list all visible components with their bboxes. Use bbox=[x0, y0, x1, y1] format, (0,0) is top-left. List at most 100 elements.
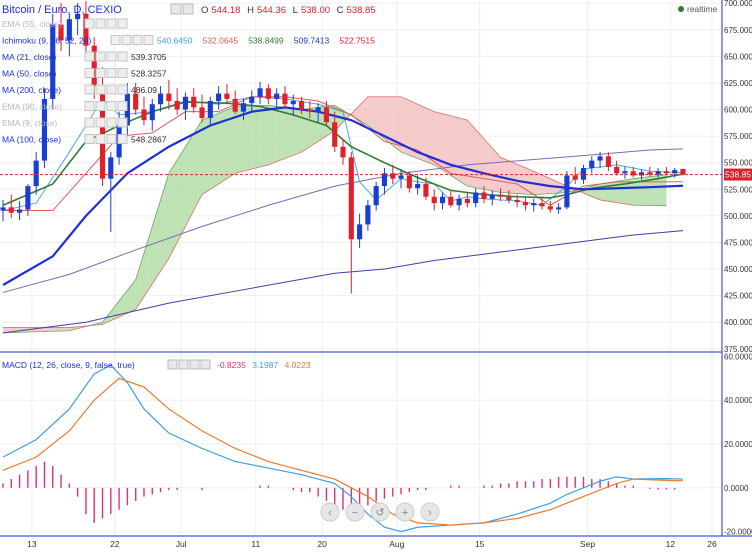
candle bbox=[489, 190, 495, 206]
close-icon[interactable] bbox=[106, 117, 117, 128]
kumo-segment bbox=[641, 177, 646, 206]
settings-icon[interactable] bbox=[95, 101, 106, 111]
indicator-legend-item[interactable]: MA (21, close) 539.3705 bbox=[2, 51, 167, 62]
settings-icon[interactable] bbox=[95, 84, 106, 95]
settings-icon[interactable] bbox=[95, 18, 106, 29]
more-icon[interactable] bbox=[143, 35, 154, 45]
kumo-segment bbox=[421, 106, 426, 162]
chevron-left-icon: ‹ bbox=[328, 507, 332, 519]
close-icon[interactable] bbox=[106, 134, 117, 144]
indicator-legend-item[interactable]: MA (100, close) 548.2867 bbox=[2, 134, 167, 145]
settings-icon[interactable] bbox=[121, 35, 132, 45]
kumo-segment bbox=[372, 96, 377, 133]
more-icon[interactable] bbox=[117, 51, 128, 62]
kumo-segment bbox=[612, 181, 617, 203]
kumo-segment bbox=[600, 183, 605, 201]
more-icon[interactable] bbox=[200, 359, 211, 370]
macd-pane[interactable] bbox=[0, 355, 722, 533]
indicator-legend-item[interactable]: EMA (9, close) bbox=[2, 117, 128, 128]
close-icon[interactable] bbox=[132, 35, 143, 45]
eye-icon[interactable] bbox=[84, 68, 95, 78]
realtime-label: realtime bbox=[687, 4, 718, 14]
more-icon[interactable] bbox=[117, 84, 128, 95]
kumo-segment bbox=[177, 153, 182, 243]
macd-tick-label: 60.0000 bbox=[724, 352, 752, 361]
eye-icon[interactable] bbox=[167, 359, 178, 370]
reset-button[interactable]: ↺ bbox=[370, 502, 390, 522]
kumo-segment bbox=[168, 166, 173, 259]
kumo-segment bbox=[629, 178, 634, 206]
chevron-right-button[interactable]: › bbox=[420, 502, 440, 522]
time-axis[interactable]: 13 22 Jul 11 20 Aug 15 Sep 12 26 bbox=[27, 539, 717, 549]
price-tick-label: 475.000 bbox=[724, 238, 752, 247]
candle bbox=[265, 84, 271, 105]
candle bbox=[282, 86, 288, 108]
close-icon[interactable] bbox=[106, 101, 117, 111]
candle bbox=[274, 88, 280, 110]
kumo-segment bbox=[425, 107, 431, 164]
close-icon[interactable] bbox=[106, 84, 117, 95]
candle bbox=[307, 101, 313, 119]
kumo-segment bbox=[268, 105, 273, 165]
indicator-legend-item[interactable]: MA (50, close) 528.3257 bbox=[2, 68, 167, 79]
candle bbox=[506, 190, 512, 204]
kumo-segment bbox=[434, 111, 439, 168]
indicator-legend-item[interactable]: EMA (55, close) bbox=[2, 18, 128, 29]
close-icon[interactable] bbox=[189, 359, 200, 370]
settings-icon[interactable] bbox=[178, 359, 189, 370]
more-icon[interactable] bbox=[117, 18, 128, 29]
price-axis[interactable]: 375.000 400.000 425.000 450.000 475.000 500.0… bbox=[724, 0, 752, 354]
kumo-segment bbox=[110, 306, 115, 321]
close-icon[interactable] bbox=[106, 68, 117, 78]
indicator-legend-item[interactable]: Ichimoku (9, 26, 52, 26) 540.6450 532.0645… bbox=[2, 35, 375, 46]
kumo-segment bbox=[48, 327, 53, 332]
plus-button[interactable]: + bbox=[395, 502, 415, 522]
settings-icon[interactable] bbox=[182, 3, 194, 15]
macd-title[interactable]: MACD (12, 26, close, 9, false, true) bbox=[2, 360, 135, 370]
candle bbox=[497, 188, 504, 201]
eye-icon[interactable] bbox=[110, 35, 121, 45]
chart-header: Bitcoin / Euro, D, CEXIO O 544.18 H 544.36… bbox=[2, 3, 718, 16]
eye-icon[interactable] bbox=[84, 101, 95, 111]
settings-icon[interactable] bbox=[95, 134, 106, 144]
candle bbox=[381, 168, 388, 195]
chevron-left-button[interactable]: ‹ bbox=[320, 502, 340, 522]
settings-icon[interactable] bbox=[95, 68, 106, 78]
ma21-line bbox=[2, 101, 684, 206]
settings-icon[interactable] bbox=[95, 51, 106, 62]
eye-icon[interactable] bbox=[170, 3, 182, 15]
kumo-segment bbox=[289, 107, 294, 157]
symbol-title[interactable]: Bitcoin / Euro, D, CEXIO bbox=[2, 4, 122, 16]
eye-icon[interactable] bbox=[84, 51, 95, 62]
more-icon[interactable] bbox=[117, 101, 128, 111]
eye-icon[interactable] bbox=[84, 84, 95, 95]
candle bbox=[572, 166, 578, 184]
indicator-legend-item[interactable]: EMA (90, close) bbox=[2, 101, 128, 112]
kumo-segment bbox=[214, 113, 219, 187]
candle bbox=[149, 98, 155, 131]
reset-icon: ↺ bbox=[375, 507, 384, 519]
candle bbox=[249, 90, 255, 112]
indicator-value: 486.09 bbox=[131, 85, 157, 95]
kumo-segment bbox=[508, 160, 513, 194]
close-icon[interactable] bbox=[106, 18, 117, 29]
more-icon[interactable] bbox=[117, 117, 128, 128]
kumo-segment bbox=[417, 104, 422, 161]
candle bbox=[108, 152, 114, 232]
kumo-segment bbox=[396, 96, 402, 153]
more-icon[interactable] bbox=[117, 68, 128, 78]
kumo-segment bbox=[148, 226, 153, 291]
more-icon[interactable] bbox=[117, 134, 128, 144]
eye-icon[interactable] bbox=[84, 134, 95, 144]
close-icon[interactable] bbox=[106, 51, 117, 62]
eye-icon[interactable] bbox=[84, 117, 95, 128]
macd-axis[interactable]: -20.0000 0.0000 20.0000 40.0000 60.0000 bbox=[724, 352, 752, 536]
indicator-legend-item[interactable]: MA (200, close) 486.09 bbox=[2, 84, 157, 95]
price-tick-label: 600.000 bbox=[724, 106, 752, 115]
settings-icon[interactable] bbox=[95, 117, 106, 128]
candle bbox=[240, 98, 247, 121]
minus-button[interactable]: − bbox=[345, 502, 365, 522]
eye-icon[interactable] bbox=[84, 18, 95, 29]
kumo-segment bbox=[430, 109, 435, 165]
